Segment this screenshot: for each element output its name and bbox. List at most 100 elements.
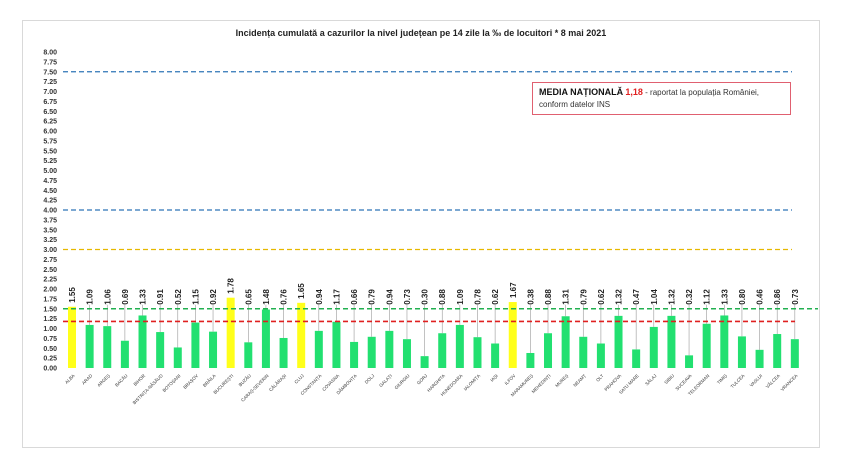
bar xyxy=(596,343,605,368)
data-label: 0.69 xyxy=(121,289,130,305)
data-label: 1.33 xyxy=(139,289,148,305)
data-label: 1.09 xyxy=(456,289,465,305)
y-tick-label: 3.00 xyxy=(43,247,57,254)
bar xyxy=(491,343,500,368)
chart-title: Incidența cumulată a cazurilor la nivel … xyxy=(235,28,607,38)
data-label: 1.32 xyxy=(615,289,624,305)
data-label: 0.30 xyxy=(421,289,430,305)
x-tick-label: GALAȚI xyxy=(378,373,393,388)
y-tick-label: 5.25 xyxy=(43,158,57,165)
data-label: 1.32 xyxy=(667,289,676,305)
national-average-note: MEDIA NAȚIONALĂ 1,18 - raportat la popul… xyxy=(532,82,791,115)
y-tick-label: 0.75 xyxy=(43,336,57,343)
bar xyxy=(244,342,253,368)
bar xyxy=(438,333,447,368)
x-tick-label: BUZĂU xyxy=(237,372,252,387)
x-tick-label: ARAD xyxy=(81,373,94,386)
bar xyxy=(473,337,482,368)
x-tick-label: VASLUI xyxy=(749,373,764,388)
data-label: 0.32 xyxy=(685,289,694,305)
x-tick-label: NEAMȚ xyxy=(572,373,587,388)
x-tick-label: TULCEA xyxy=(730,373,746,389)
y-tick-label: 5.75 xyxy=(43,138,57,145)
x-tick-label: ILFOV xyxy=(504,373,517,386)
y-tick-label: 1.75 xyxy=(43,296,57,303)
x-tick-label: BIHOR xyxy=(133,373,147,387)
x-tick-label: VRANCEA xyxy=(780,373,799,392)
bar xyxy=(402,339,411,368)
data-label: 0.62 xyxy=(491,289,500,305)
x-tick-label: BOTOȘANI xyxy=(162,373,182,393)
x-tick-label: IALOMIȚA xyxy=(463,373,481,391)
bar xyxy=(367,336,376,368)
data-label: 1.06 xyxy=(103,289,112,305)
data-label: 0.73 xyxy=(791,289,800,305)
bar xyxy=(737,336,746,368)
bar xyxy=(261,309,270,368)
bar xyxy=(455,324,464,368)
y-tick-label: 7.50 xyxy=(43,69,57,76)
x-tick-label: GIURGIU xyxy=(394,373,411,390)
data-label: 0.94 xyxy=(315,289,324,305)
y-tick-label: 5.50 xyxy=(43,148,57,155)
data-label: 1.04 xyxy=(650,289,659,305)
bar xyxy=(790,339,799,368)
bar xyxy=(297,302,306,368)
data-label: 0.66 xyxy=(350,289,359,305)
bar xyxy=(561,316,570,368)
x-tick-label: SĂLAJ xyxy=(644,372,658,386)
data-label: 1.67 xyxy=(509,282,518,298)
data-label: 1.31 xyxy=(562,289,571,305)
bar xyxy=(350,341,359,368)
y-tick-label: 5.00 xyxy=(43,168,57,175)
y-tick-label: 2.50 xyxy=(43,267,57,274)
y-tick-label: 7.00 xyxy=(43,89,57,96)
data-label: 0.62 xyxy=(597,289,606,305)
x-tick-label: BISTRIȚA-NĂSĂUD xyxy=(131,372,164,405)
bar xyxy=(579,336,588,368)
legend-heading: MEDIA NAȚIONALĂ xyxy=(539,87,624,97)
data-label: 0.47 xyxy=(632,289,641,305)
y-tick-label: 3.25 xyxy=(43,237,57,244)
y-tick-label: 6.75 xyxy=(43,99,57,106)
data-label: 1.55 xyxy=(68,287,77,303)
bar xyxy=(314,330,323,368)
data-label: 0.92 xyxy=(209,289,218,305)
bar xyxy=(720,315,729,368)
y-tick-label: 6.50 xyxy=(43,109,57,116)
x-tick-label: DOLJ xyxy=(364,373,376,385)
y-tick-label: 2.00 xyxy=(43,287,57,294)
data-label: 1.65 xyxy=(297,283,306,299)
x-tick-label: SIBIU xyxy=(663,373,675,385)
y-tick-label: 4.25 xyxy=(43,198,57,205)
bar xyxy=(544,333,553,368)
x-tick-label: ARGEȘ xyxy=(96,373,111,388)
data-label: 0.79 xyxy=(579,289,588,305)
y-tick-label: 4.75 xyxy=(43,178,57,185)
y-tick-label: 1.00 xyxy=(43,326,57,333)
bar xyxy=(279,337,288,368)
chart-frame xyxy=(22,20,820,448)
y-tick-label: 3.50 xyxy=(43,227,57,234)
bar xyxy=(508,302,517,368)
bar xyxy=(649,326,658,368)
data-label: 0.88 xyxy=(438,289,447,305)
bar xyxy=(173,347,182,368)
bar xyxy=(138,315,147,368)
x-tick-label: CĂLĂRAȘI xyxy=(267,372,287,392)
data-label: 0.79 xyxy=(368,289,377,305)
y-tick-label: 0.25 xyxy=(43,356,57,363)
bar xyxy=(420,356,429,368)
x-tick-label: MEHEDINȚI xyxy=(531,373,552,394)
bar xyxy=(68,306,76,368)
data-label: 0.78 xyxy=(473,289,482,305)
x-tick-label: GORJ xyxy=(416,373,428,385)
bar xyxy=(614,315,623,368)
y-tick-label: 0.50 xyxy=(43,346,57,353)
bar xyxy=(332,321,341,368)
bar xyxy=(667,315,676,368)
y-tick-label: 0.00 xyxy=(43,366,57,373)
data-label: 1.48 xyxy=(262,289,271,305)
x-tick-label: ALBA xyxy=(64,373,76,385)
bar xyxy=(191,322,200,368)
